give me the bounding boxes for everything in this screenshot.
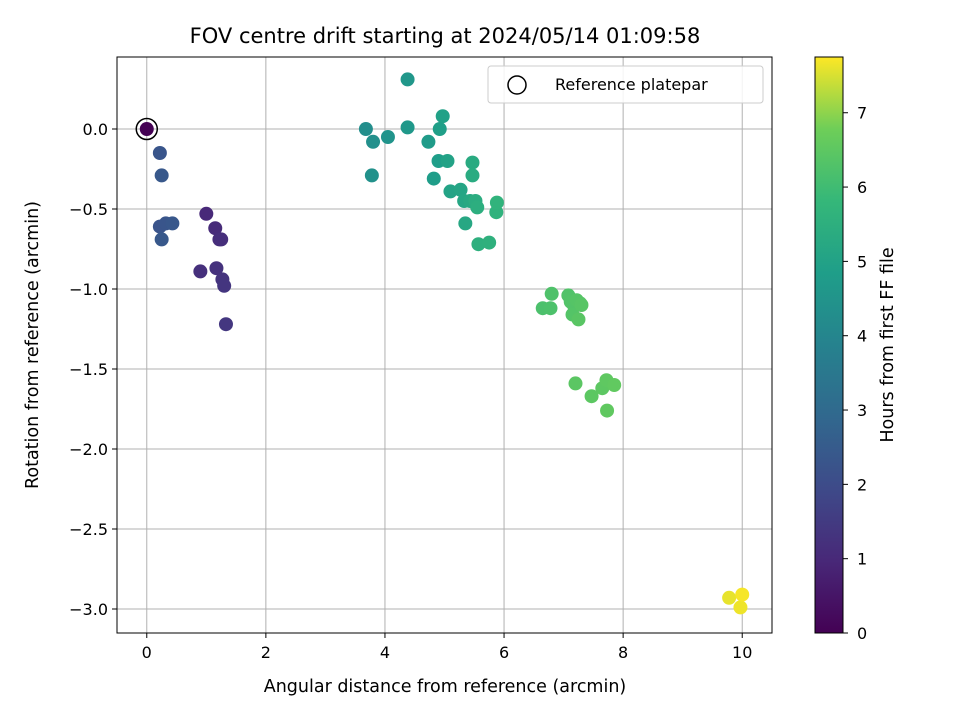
scatter-point bbox=[571, 312, 586, 327]
colorbar-ticks: 0 1 2 3 4 5 6 7 bbox=[843, 104, 867, 643]
x-tick-label: 0 bbox=[142, 643, 152, 662]
legend-box bbox=[487, 65, 764, 104]
scatter-point bbox=[440, 154, 455, 168]
scatter-point bbox=[735, 587, 750, 602]
scatter-point bbox=[421, 134, 436, 149]
legend: Reference platepar bbox=[487, 65, 764, 104]
scatter-point bbox=[458, 216, 473, 231]
scatter-point bbox=[574, 298, 589, 312]
colorbar-tick-label: 1 bbox=[857, 550, 867, 569]
y-tick-label: −2.0 bbox=[69, 440, 108, 459]
scatter-point bbox=[465, 168, 480, 183]
scatter-point bbox=[489, 195, 504, 210]
y-tick-label: −1.5 bbox=[69, 360, 108, 379]
y-tick-label: −1.0 bbox=[69, 280, 108, 299]
scatter-point bbox=[600, 403, 615, 418]
x-axis-ticks: 0 2 4 6 8 10 bbox=[142, 633, 752, 662]
scatter-point bbox=[607, 378, 622, 392]
scatter-point bbox=[435, 109, 450, 124]
x-tick-label: 2 bbox=[261, 643, 271, 662]
colorbar-tick-label: 6 bbox=[857, 178, 867, 197]
colorbar-tick-label: 5 bbox=[857, 252, 867, 271]
scatter-point bbox=[568, 376, 583, 391]
x-tick-label: 10 bbox=[732, 643, 752, 662]
colorbar-gradient bbox=[814, 56, 844, 634]
scatter-point bbox=[380, 130, 395, 144]
scatter-point bbox=[544, 286, 559, 301]
legend-marker-icon bbox=[507, 75, 527, 95]
colorbar-tick-label: 0 bbox=[857, 624, 867, 643]
scatter-point bbox=[214, 232, 229, 247]
colorbar: 0 1 2 3 4 5 6 7 Hours from first FF file bbox=[814, 56, 898, 643]
scatter-point bbox=[154, 232, 169, 247]
y-tick-label: −3.0 bbox=[69, 600, 108, 619]
x-axis-label: Angular distance from reference (arcmin) bbox=[264, 677, 627, 697]
scatter-point bbox=[584, 389, 599, 404]
colorbar-tick-label: 3 bbox=[857, 401, 867, 420]
scatter-point bbox=[154, 168, 169, 183]
scatter-point bbox=[482, 235, 497, 250]
legend-label: Reference platepar bbox=[555, 75, 708, 94]
scatter-point bbox=[193, 264, 208, 279]
scatter-point bbox=[209, 261, 224, 276]
scatter-point bbox=[453, 182, 468, 197]
scatter-point bbox=[733, 600, 748, 615]
y-tick-label: 0.0 bbox=[83, 120, 108, 139]
colorbar-tick-label: 7 bbox=[857, 104, 867, 123]
x-tick-label: 4 bbox=[380, 643, 390, 662]
scatter-point bbox=[217, 278, 232, 293]
colorbar-tick-label: 4 bbox=[857, 327, 867, 346]
colorbar-tick-label: 2 bbox=[857, 475, 867, 494]
scatter-point bbox=[543, 301, 558, 316]
scatter-point bbox=[722, 590, 737, 605]
scatter-point bbox=[400, 72, 415, 87]
scatter-point bbox=[218, 317, 233, 332]
scatter-point bbox=[400, 120, 415, 135]
grid bbox=[117, 57, 772, 633]
scatter-point bbox=[432, 122, 447, 136]
scatter-point bbox=[358, 122, 373, 136]
scatter-point bbox=[165, 216, 180, 231]
scatter-point bbox=[152, 146, 167, 160]
y-tick-label: −2.5 bbox=[69, 520, 108, 539]
scatter-point bbox=[366, 134, 381, 149]
scatter-point bbox=[470, 200, 485, 215]
plot-frame bbox=[116, 56, 773, 634]
x-tick-label: 8 bbox=[618, 643, 628, 662]
scatter-point bbox=[426, 171, 441, 186]
x-tick-label: 6 bbox=[499, 643, 509, 662]
reference-marker bbox=[135, 117, 159, 141]
scatter-point bbox=[364, 168, 379, 183]
scatter-point bbox=[208, 221, 223, 236]
y-axis-label: Rotation from reference (arcmin) bbox=[23, 201, 43, 489]
scatter-point bbox=[199, 206, 214, 221]
y-axis-ticks: 0.0 −0.5 −1.0 −1.5 −2.0 −2.5 −3.0 bbox=[69, 120, 117, 619]
chart-title: FOV centre drift starting at 2024/05/14 … bbox=[190, 24, 701, 48]
y-tick-label: −0.5 bbox=[69, 200, 108, 219]
data-points bbox=[135, 72, 750, 615]
scatter-point bbox=[471, 237, 486, 252]
scatter-point bbox=[139, 122, 154, 136]
scatter-point bbox=[465, 155, 480, 170]
colorbar-label: Hours from first FF file bbox=[878, 247, 898, 442]
